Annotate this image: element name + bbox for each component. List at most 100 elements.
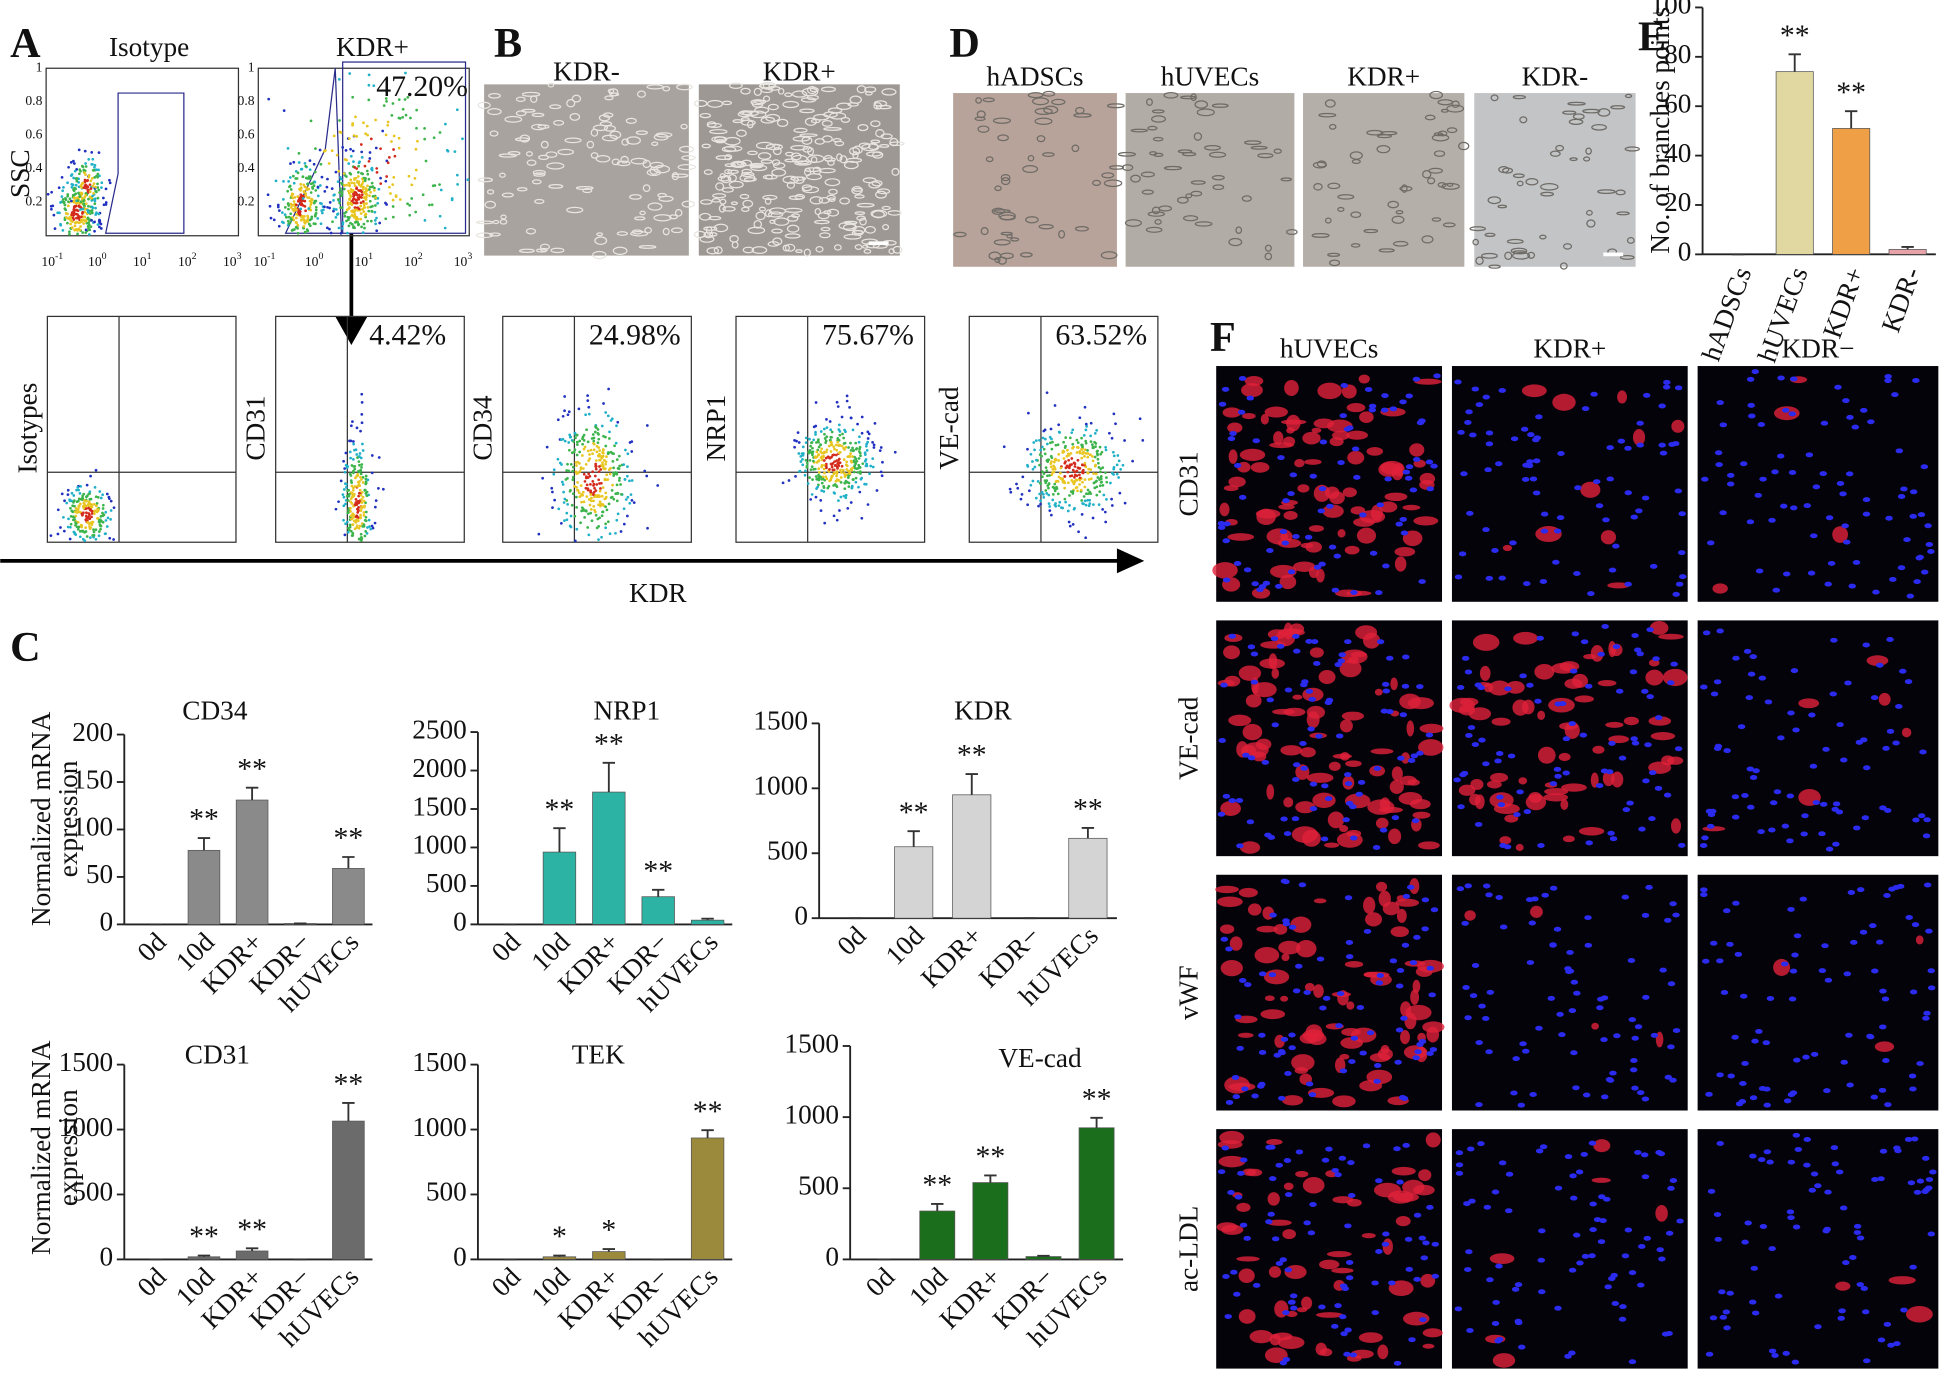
nucleus — [1663, 379, 1671, 385]
nucleus — [1896, 883, 1905, 889]
nucleus — [1465, 409, 1473, 415]
cell — [1194, 100, 1209, 109]
y-tick-label: 0.6 — [25, 126, 42, 141]
flow-event — [98, 490, 102, 493]
flow-event — [1015, 482, 1018, 486]
cell — [1124, 219, 1142, 227]
flow-event — [795, 439, 798, 443]
flow-event — [282, 109, 286, 112]
cell — [1058, 229, 1066, 239]
cell — [1208, 151, 1227, 158]
red-stain — [1252, 682, 1277, 698]
x-tick-label: KDR+ — [915, 921, 988, 994]
cell — [799, 108, 815, 114]
nucleus — [1342, 817, 1350, 823]
nucleus — [1751, 1310, 1760, 1316]
micrograph — [953, 90, 1125, 267]
flow-event — [89, 536, 92, 539]
flow-event — [364, 515, 368, 519]
cell — [592, 124, 609, 132]
flow-event — [1073, 506, 1076, 510]
red-stain — [1388, 828, 1402, 845]
cell — [1540, 183, 1559, 191]
cell — [1311, 233, 1330, 238]
cell — [760, 159, 773, 164]
flow-event — [104, 510, 108, 514]
nucleus — [1801, 813, 1809, 819]
flow-event — [1086, 471, 1090, 475]
significance: ** — [693, 1095, 723, 1128]
flow-event — [97, 151, 101, 155]
cell — [680, 123, 688, 130]
flow-event — [99, 222, 103, 226]
flow-event — [605, 508, 609, 512]
flow-event — [813, 467, 817, 471]
flow-event — [864, 444, 868, 448]
nucleus — [1900, 486, 1908, 492]
error-bar — [1788, 53, 1801, 72]
nucleus — [1221, 1145, 1230, 1151]
flow-event — [581, 442, 584, 446]
flow-event — [74, 201, 78, 205]
nucleus — [1344, 639, 1352, 645]
cell — [730, 201, 738, 206]
flow-event — [340, 192, 344, 196]
flow-event — [603, 477, 607, 481]
flow-event — [599, 468, 603, 471]
nucleus — [1396, 1179, 1404, 1185]
nucleus — [1913, 1189, 1922, 1195]
nucleus — [1710, 691, 1719, 697]
flow-event — [1065, 465, 1069, 468]
flow-event — [90, 196, 93, 200]
nucleus — [1876, 939, 1884, 945]
nucleus — [1284, 1192, 1293, 1198]
nucleus — [1496, 794, 1504, 800]
nucleus — [1810, 1051, 1819, 1057]
nucleus — [1454, 574, 1463, 580]
flow-event — [81, 231, 85, 234]
fluorescence-image — [1212, 366, 1443, 602]
nucleus — [1912, 817, 1920, 823]
flow-event — [349, 147, 352, 151]
flow-event — [810, 441, 813, 445]
cell — [784, 243, 796, 252]
flow-event — [57, 186, 61, 190]
flow-event — [1068, 466, 1071, 470]
cell — [668, 214, 678, 220]
flow-event — [619, 530, 623, 533]
flow-event — [82, 222, 85, 225]
flow-event — [855, 447, 859, 450]
flow-event — [347, 218, 350, 222]
nucleus — [1529, 1092, 1537, 1097]
nucleus — [1282, 1310, 1290, 1316]
nucleus — [1321, 783, 1329, 789]
flow-event — [64, 196, 67, 200]
nucleus — [1468, 1198, 1476, 1204]
cell — [824, 178, 841, 187]
flow-event — [352, 494, 356, 498]
flow-event — [360, 506, 363, 510]
flow-event — [847, 474, 850, 478]
flow-event — [599, 481, 603, 485]
flow-event — [101, 196, 105, 200]
flow-event — [366, 526, 369, 529]
flow-event — [1002, 445, 1006, 449]
nucleus — [1909, 513, 1917, 519]
flow-event — [577, 407, 581, 411]
flow-event — [609, 496, 613, 499]
flow-event — [428, 203, 431, 207]
nucleus — [1626, 800, 1634, 806]
nucleus — [1353, 474, 1361, 480]
flow-event — [866, 430, 870, 434]
nucleus — [1309, 781, 1318, 787]
nucleus — [1276, 643, 1285, 649]
nucleus — [1553, 766, 1562, 772]
cell — [535, 248, 548, 253]
red-stain — [1366, 1069, 1393, 1085]
red-stain — [1332, 753, 1353, 759]
cell — [804, 167, 821, 173]
cell — [795, 249, 803, 254]
flow-event — [76, 527, 80, 531]
flow-event — [306, 182, 310, 186]
cell — [814, 207, 822, 216]
